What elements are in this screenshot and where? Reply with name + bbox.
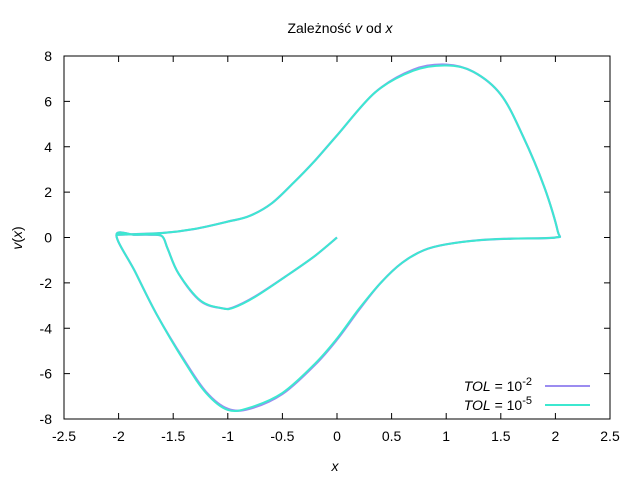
legend-label: TOL = 10-2 — [464, 376, 532, 394]
y-axis-label-part: v — [9, 242, 25, 250]
legend-entry: TOL = 10-2 — [464, 376, 590, 394]
y-axis-label: v(x) — [9, 226, 25, 249]
y-axis-label-part: ) — [9, 226, 25, 231]
y-tick-label: 0 — [44, 230, 52, 246]
chart-title-part: Zależność — [287, 20, 355, 36]
legend-var: TOL — [464, 397, 491, 413]
y-axis-label-part: ( — [9, 238, 25, 243]
y-tick-label: 6 — [44, 93, 52, 109]
legend: TOL = 10-2 TOL = 10-5 — [464, 376, 590, 413]
y-tick-label: 8 — [44, 48, 52, 64]
legend-exp: -2 — [522, 376, 532, 388]
x-tick-label: -1 — [222, 428, 235, 444]
x-axis-label: x — [331, 458, 340, 474]
y-tick-label: 4 — [44, 139, 52, 155]
x-tick-label: 2 — [552, 428, 560, 444]
legend-eq: = 10 — [491, 397, 523, 413]
plot-area: -2.5 -2 -1.5 -1 -0.5 0 0.5 1 1.5 2 2.5 -8 -6 -4 -2 0 2 4 6… — [40, 48, 620, 444]
legend-eq: = 10 — [491, 378, 523, 394]
legend-entry: TOL = 10-5 — [464, 395, 590, 413]
x-tick-label: 0.5 — [382, 428, 402, 444]
x-tick-label: -1.5 — [161, 428, 185, 444]
y-tick-label: -2 — [40, 275, 53, 291]
legend-exp: -5 — [522, 395, 532, 407]
legend-var: TOL — [464, 378, 491, 394]
y-axis-label-part: x — [9, 230, 25, 239]
x-tick-label: 1.5 — [491, 428, 511, 444]
y-tick-label: -6 — [40, 366, 53, 382]
y-tick-label: -8 — [40, 411, 53, 427]
x-tick-label: -2 — [112, 428, 125, 444]
x-tick-label: 1 — [442, 428, 450, 444]
chart-title-part: x — [385, 20, 394, 36]
series-line — [115, 64, 562, 413]
chart-title: Zależność v od x — [287, 20, 393, 36]
legend-label: TOL = 10-5 — [464, 395, 532, 413]
x-tick-label: 2.5 — [600, 428, 620, 444]
y-tick-label: -4 — [40, 320, 53, 336]
x-tick-label: -2.5 — [52, 428, 76, 444]
x-tick-label: 0 — [333, 428, 341, 444]
y-tick-label: 2 — [44, 184, 52, 200]
chart-title-part: v — [355, 20, 363, 36]
x-tick-label: -0.5 — [270, 428, 294, 444]
chart-title-part: od — [362, 20, 385, 36]
